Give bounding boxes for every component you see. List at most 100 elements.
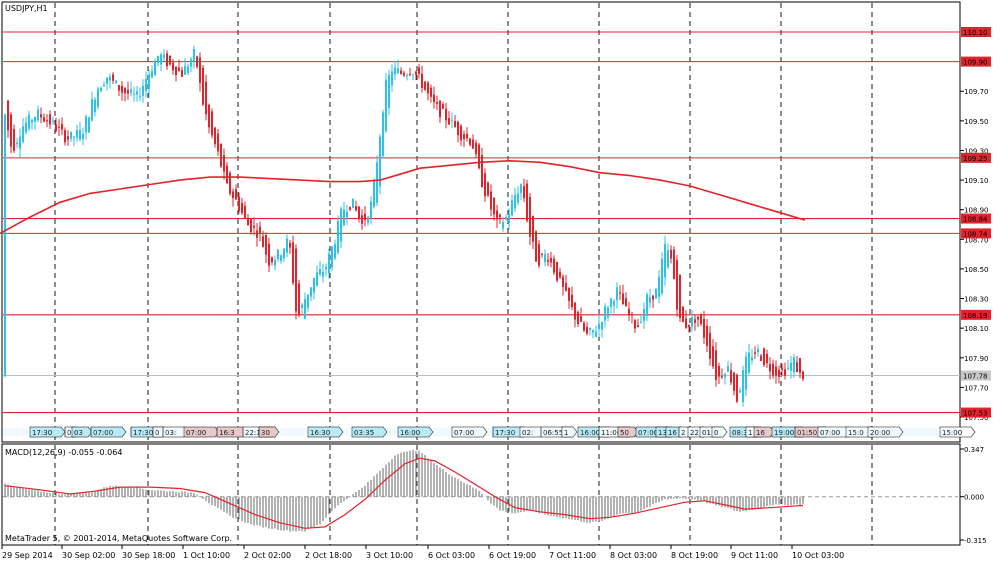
candle-body — [526, 183, 528, 221]
candle-body — [694, 319, 696, 323]
level-tag-text: 107.53 — [963, 410, 988, 418]
candle-body — [448, 118, 450, 125]
candle-body — [205, 81, 207, 115]
candle-body — [127, 89, 129, 94]
symbol-timeframe-label: USDJPY,H1 — [5, 4, 48, 13]
candle-body — [217, 133, 219, 152]
candle-body — [265, 235, 267, 255]
candle-body — [607, 307, 609, 318]
event-marker-label: 1 — [564, 429, 568, 437]
event-marker-label: 17:30 — [495, 429, 515, 437]
candlestick-series — [4, 45, 804, 407]
level-tag-text: 110.10 — [963, 29, 988, 37]
candle-body — [409, 73, 411, 75]
candle-body — [394, 67, 396, 75]
candle-body — [610, 298, 612, 308]
candle-body — [502, 221, 504, 229]
price-tick-label: 108.70 — [964, 236, 989, 244]
candle-body — [55, 124, 57, 131]
candle-body — [268, 243, 270, 266]
candle-body — [340, 208, 342, 242]
candle-body — [799, 358, 801, 373]
candle-body — [259, 226, 261, 234]
candle-body — [163, 54, 165, 58]
candle-body — [727, 366, 729, 372]
time-tick-label: 2 Oct 02:00 — [244, 551, 291, 560]
candle-body — [730, 370, 732, 383]
candle-body — [508, 213, 510, 224]
candle-body — [373, 180, 375, 208]
candle-body — [661, 258, 663, 294]
candle-body — [412, 74, 414, 76]
candle-body — [238, 196, 240, 211]
candle-body — [478, 144, 480, 169]
candle-body — [745, 356, 747, 390]
macd-tick-label: -0.315 — [964, 537, 987, 545]
candle-body — [493, 197, 495, 215]
candle-body — [343, 209, 345, 226]
event-marker-label: 03: — [165, 429, 176, 437]
candle-body — [190, 59, 192, 67]
candle-body — [517, 193, 519, 203]
candle-body — [742, 370, 744, 403]
candle-body — [304, 299, 306, 319]
candle-body — [121, 85, 123, 93]
price-axis: 109.70109.50109.30109.10108.90108.70108.… — [960, 88, 989, 422]
macd-title: MACD(12,26,9) -0.055 -0.064 — [5, 448, 122, 457]
candle-body — [130, 89, 132, 93]
candle-body — [625, 298, 627, 307]
level-tag — [961, 152, 991, 163]
time-tick-label: 8 Oct 03:00 — [610, 551, 657, 560]
candle-body — [325, 266, 327, 270]
candle-body — [136, 91, 138, 95]
candle-body — [634, 320, 636, 329]
candle-body — [100, 87, 102, 92]
macd-signal-line — [4, 457, 804, 529]
candle-body — [682, 306, 684, 322]
candle-body — [274, 259, 276, 266]
candle-body — [646, 294, 648, 316]
candle-body — [595, 331, 597, 337]
candle-body — [232, 191, 234, 199]
candle-body — [160, 54, 162, 65]
candle-body — [628, 308, 630, 316]
candle-body — [235, 189, 237, 200]
candle-body — [157, 55, 159, 64]
time-tick-label: 9 Oct 11:00 — [731, 551, 778, 560]
candle-body — [85, 116, 87, 133]
candle-body — [571, 294, 573, 308]
candle-body — [793, 357, 795, 373]
candle-body — [463, 134, 465, 140]
candle-body — [451, 119, 453, 121]
macd-tick-label: 0.000 — [964, 494, 984, 502]
candle-body — [538, 244, 540, 266]
price-tick-label: 109.70 — [964, 88, 989, 96]
candle-body — [691, 317, 693, 327]
event-marker-label: 17:30 — [133, 429, 153, 437]
candle-body — [397, 68, 399, 74]
event-marker-label: 11:00 — [601, 429, 621, 437]
candle-body — [79, 130, 81, 140]
candle-body — [565, 283, 567, 291]
candle-body — [307, 294, 309, 308]
level-tag-text: 109.90 — [963, 59, 988, 67]
candle-body — [178, 67, 180, 71]
candle-body — [787, 367, 789, 369]
candle-body — [262, 236, 264, 247]
candle-body — [577, 312, 579, 325]
candle-body — [301, 304, 303, 309]
event-marker-label: 30 — [261, 429, 270, 437]
candle-body — [640, 321, 642, 323]
level-price-labels: 110.10 109.90 109.25 108.84 108.74 108.19 107.… — [961, 27, 991, 418]
candle-body — [34, 116, 36, 122]
candle-body — [256, 230, 258, 238]
candle-body — [658, 276, 660, 298]
candle-body — [337, 220, 339, 253]
candle-body — [796, 362, 798, 373]
candle-body — [145, 79, 147, 91]
candle-body — [67, 136, 69, 140]
candle-body — [40, 114, 42, 118]
candle-body — [28, 114, 30, 129]
